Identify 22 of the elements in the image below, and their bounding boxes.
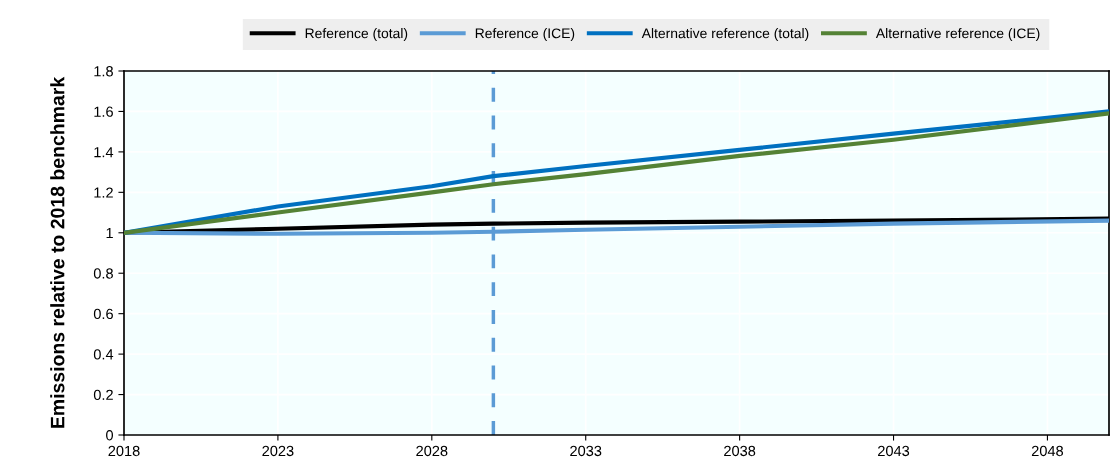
x-tick-label: 2038	[724, 445, 756, 457]
x-tick-label: 2018	[108, 445, 140, 457]
y-tick-label: 1.2	[94, 187, 113, 198]
y-tick-label: 1.6	[94, 106, 113, 117]
y-tick-label: 0	[106, 430, 114, 441]
x-tick-label: 2028	[416, 445, 448, 457]
y-tick-label: 0.2	[93, 389, 113, 400]
y-tick-label: 0.8	[93, 268, 113, 279]
legend-label: Alternative reference (total)	[641, 28, 809, 41]
legend-label: Alternative reference (ICE)	[875, 28, 1040, 41]
legend-label: Reference (total)	[305, 28, 408, 41]
x-tick-label: 2043	[878, 445, 910, 457]
y-tick-label: 0.4	[93, 349, 114, 360]
y-tick-label: 0.6	[93, 308, 113, 320]
y-tick-label: 1.4	[94, 147, 114, 158]
x-tick-label: 2023	[262, 445, 294, 457]
y-tick-label: 1.8	[94, 66, 113, 77]
x-tick-label: 2033	[570, 445, 602, 457]
y-tick-label: 1	[106, 228, 113, 239]
legend-label: Reference (ICE)	[475, 28, 575, 41]
y-axis-title: Emissions relative to 2018 benchmark	[50, 76, 65, 428]
x-tick-label: 2048	[1031, 445, 1064, 457]
